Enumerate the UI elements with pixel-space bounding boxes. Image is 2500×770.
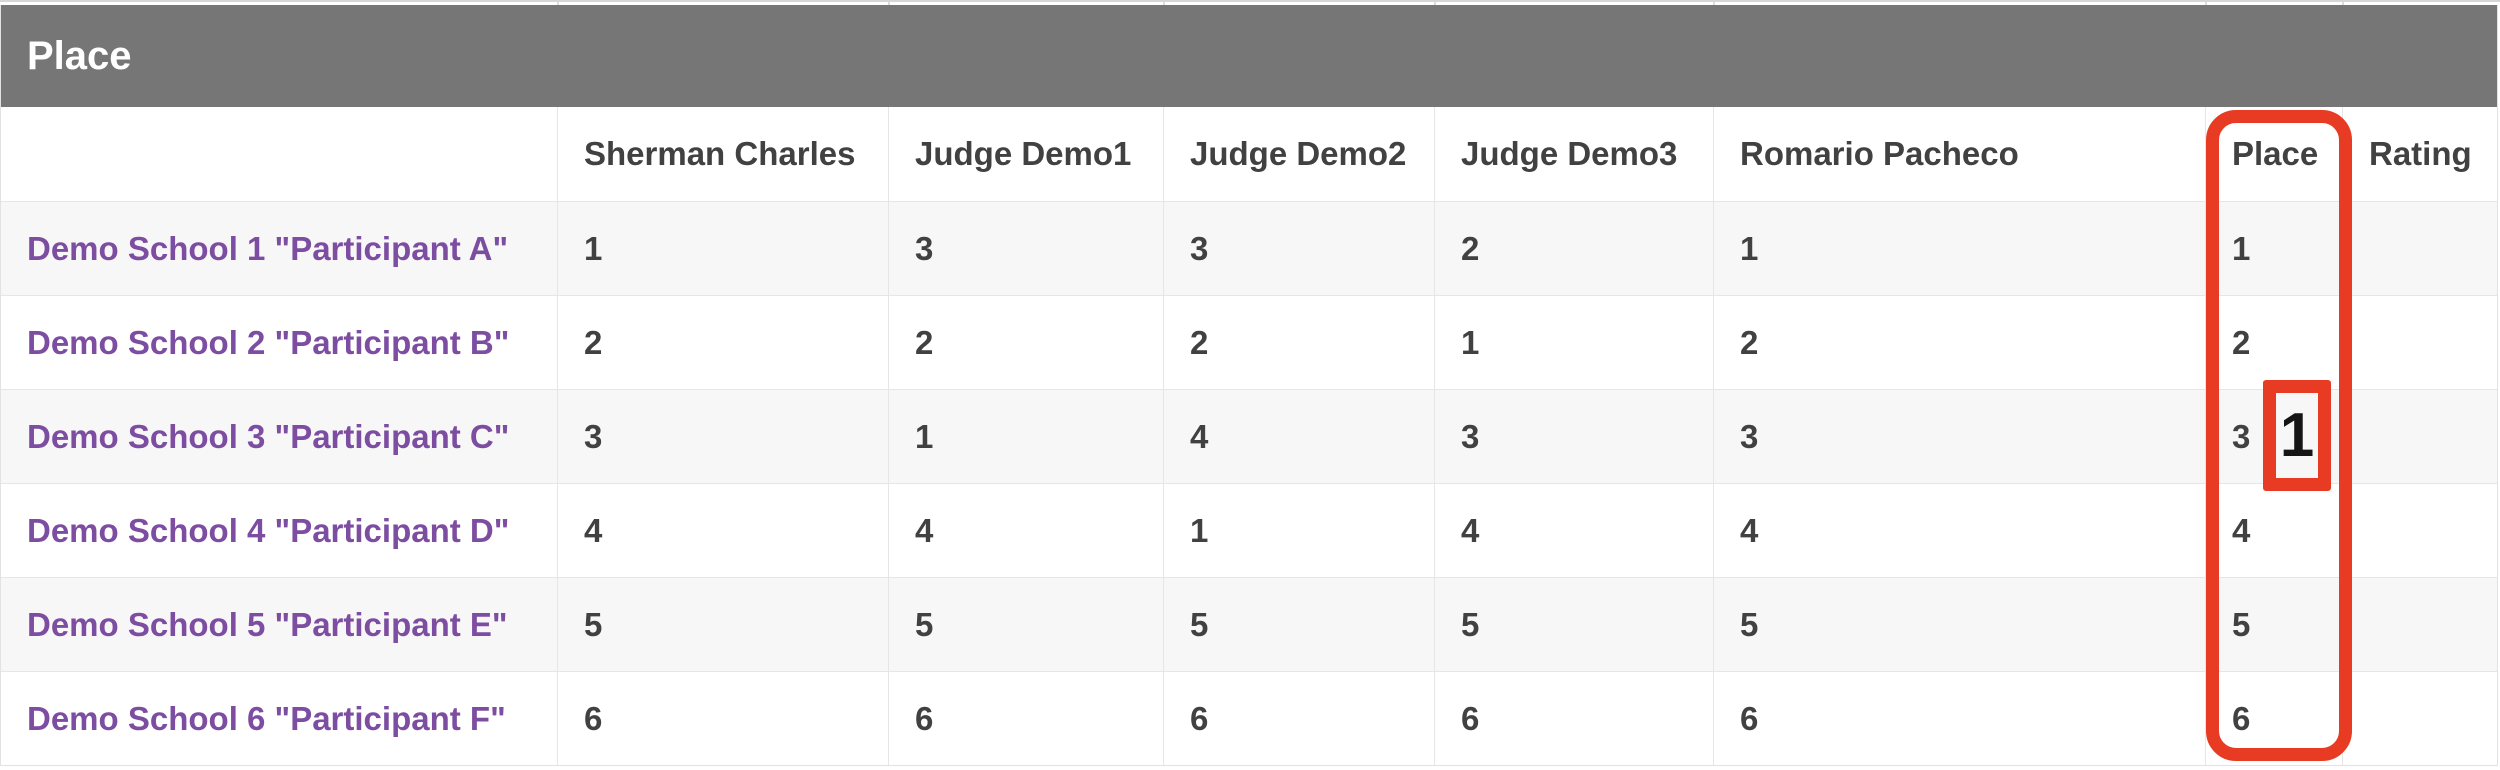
rank-cell: 6 bbox=[1435, 672, 1714, 765]
column-header-judge-sherman-charles: Sherman Charles bbox=[558, 107, 889, 201]
school-cell: Demo School 4 "Participant D" bbox=[1, 484, 558, 577]
section-title: Place bbox=[27, 33, 132, 78]
rank-cell: 4 bbox=[1164, 390, 1435, 483]
column-border-stub bbox=[2205, 2, 2207, 7]
rank-cell: 6 bbox=[1164, 672, 1435, 765]
column-border-stub bbox=[2342, 2, 2344, 7]
rating-cell bbox=[2343, 296, 2495, 389]
table-header-row: Sherman Charles Judge Demo1 Judge Demo2 … bbox=[1, 107, 2497, 201]
rank-cell: 3 bbox=[1435, 390, 1714, 483]
school-link[interactable]: Demo School 3 "Participant C" bbox=[27, 417, 510, 455]
rank-cell: 1 bbox=[1164, 484, 1435, 577]
section-header-bar: Place bbox=[1, 5, 2497, 107]
first-place-rank-annotation: 1 bbox=[2263, 380, 2331, 491]
school-link[interactable]: Demo School 5 "Participant E" bbox=[27, 605, 508, 643]
column-border-stub bbox=[1713, 2, 1715, 7]
table-row: Demo School 6 "Participant F" 6 6 6 6 6 … bbox=[1, 671, 2497, 765]
rank-cell: 4 bbox=[889, 484, 1164, 577]
rank-cell: 5 bbox=[1435, 578, 1714, 671]
rank-cell: 2 bbox=[889, 296, 1164, 389]
rating-cell bbox=[2343, 672, 2495, 765]
school-link[interactable]: Demo School 2 "Participant B" bbox=[27, 323, 510, 361]
place-results-table: Place Sherman Charles Judge Demo1 Judge … bbox=[0, 5, 2498, 766]
column-header-place: Place bbox=[2206, 107, 2343, 201]
school-cell: Demo School 5 "Participant E" bbox=[1, 578, 558, 671]
school-link[interactable]: Demo School 1 "Participant A" bbox=[27, 229, 509, 267]
school-cell: Demo School 1 "Participant A" bbox=[1, 202, 558, 295]
rank-cell: 1 bbox=[1714, 202, 2206, 295]
rank-cell: 6 bbox=[1714, 672, 2206, 765]
rank-cell: 1 bbox=[558, 202, 889, 295]
annotation-value: 1 bbox=[2279, 401, 2315, 470]
table-row: Demo School 3 "Participant C" 3 1 4 3 3 … bbox=[1, 389, 2497, 483]
school-cell: Demo School 3 "Participant C" bbox=[1, 390, 558, 483]
rank-cell: 6 bbox=[558, 672, 889, 765]
rank-cell: 1 bbox=[1435, 296, 1714, 389]
place-cell: 1 bbox=[2206, 202, 2343, 295]
rank-cell: 2 bbox=[1164, 296, 1435, 389]
rank-cell: 3 bbox=[558, 390, 889, 483]
place-cell: 4 bbox=[2206, 484, 2343, 577]
column-header-judge-romario-pacheco: Romario Pacheco bbox=[1714, 107, 2206, 201]
column-border-stub bbox=[557, 2, 559, 7]
rank-cell: 4 bbox=[1714, 484, 2206, 577]
school-cell: Demo School 2 "Participant B" bbox=[1, 296, 558, 389]
previous-row-edge bbox=[0, 0, 2500, 7]
column-header-judge-demo3: Judge Demo3 bbox=[1435, 107, 1714, 201]
table-row: Demo School 4 "Participant D" 4 4 1 4 4 … bbox=[1, 483, 2497, 577]
column-header-judge-demo1: Judge Demo1 bbox=[889, 107, 1164, 201]
table-row: Demo School 1 "Participant A" 1 3 3 2 1 … bbox=[1, 201, 2497, 295]
rank-cell: 2 bbox=[558, 296, 889, 389]
rank-cell: 4 bbox=[558, 484, 889, 577]
place-cell: 5 bbox=[2206, 578, 2343, 671]
rating-cell bbox=[2343, 578, 2495, 671]
table-row: Demo School 5 "Participant E" 5 5 5 5 5 … bbox=[1, 577, 2497, 671]
rank-cell: 6 bbox=[889, 672, 1164, 765]
column-header-school bbox=[1, 107, 558, 201]
rank-cell: 2 bbox=[1435, 202, 1714, 295]
column-header-judge-demo2: Judge Demo2 bbox=[1164, 107, 1435, 201]
rating-cell bbox=[2343, 202, 2495, 295]
rank-cell: 5 bbox=[558, 578, 889, 671]
rating-cell bbox=[2343, 390, 2495, 483]
school-link[interactable]: Demo School 4 "Participant D" bbox=[27, 511, 510, 549]
place-cell: 6 bbox=[2206, 672, 2343, 765]
column-header-rating: Rating bbox=[2369, 135, 2472, 172]
rank-cell: 1 bbox=[889, 390, 1164, 483]
rank-cell: 5 bbox=[1164, 578, 1435, 671]
rank-cell: 5 bbox=[1714, 578, 2206, 671]
rank-cell: 4 bbox=[1435, 484, 1714, 577]
rank-cell: 3 bbox=[889, 202, 1164, 295]
column-border-stub bbox=[888, 2, 890, 7]
rating-cell bbox=[2343, 484, 2495, 577]
rank-cell: 3 bbox=[1164, 202, 1435, 295]
column-border-stub bbox=[1163, 2, 1165, 7]
rank-cell: 3 bbox=[1714, 390, 2206, 483]
rank-cell: 2 bbox=[1714, 296, 2206, 389]
column-border-stub bbox=[1434, 2, 1436, 7]
place-cell: 2 bbox=[2206, 296, 2343, 389]
school-link[interactable]: Demo School 6 "Participant F" bbox=[27, 699, 506, 737]
rank-cell: 5 bbox=[889, 578, 1164, 671]
table-row: Demo School 2 "Participant B" 2 2 2 1 2 … bbox=[1, 295, 2497, 389]
school-cell: Demo School 6 "Participant F" bbox=[1, 672, 558, 765]
